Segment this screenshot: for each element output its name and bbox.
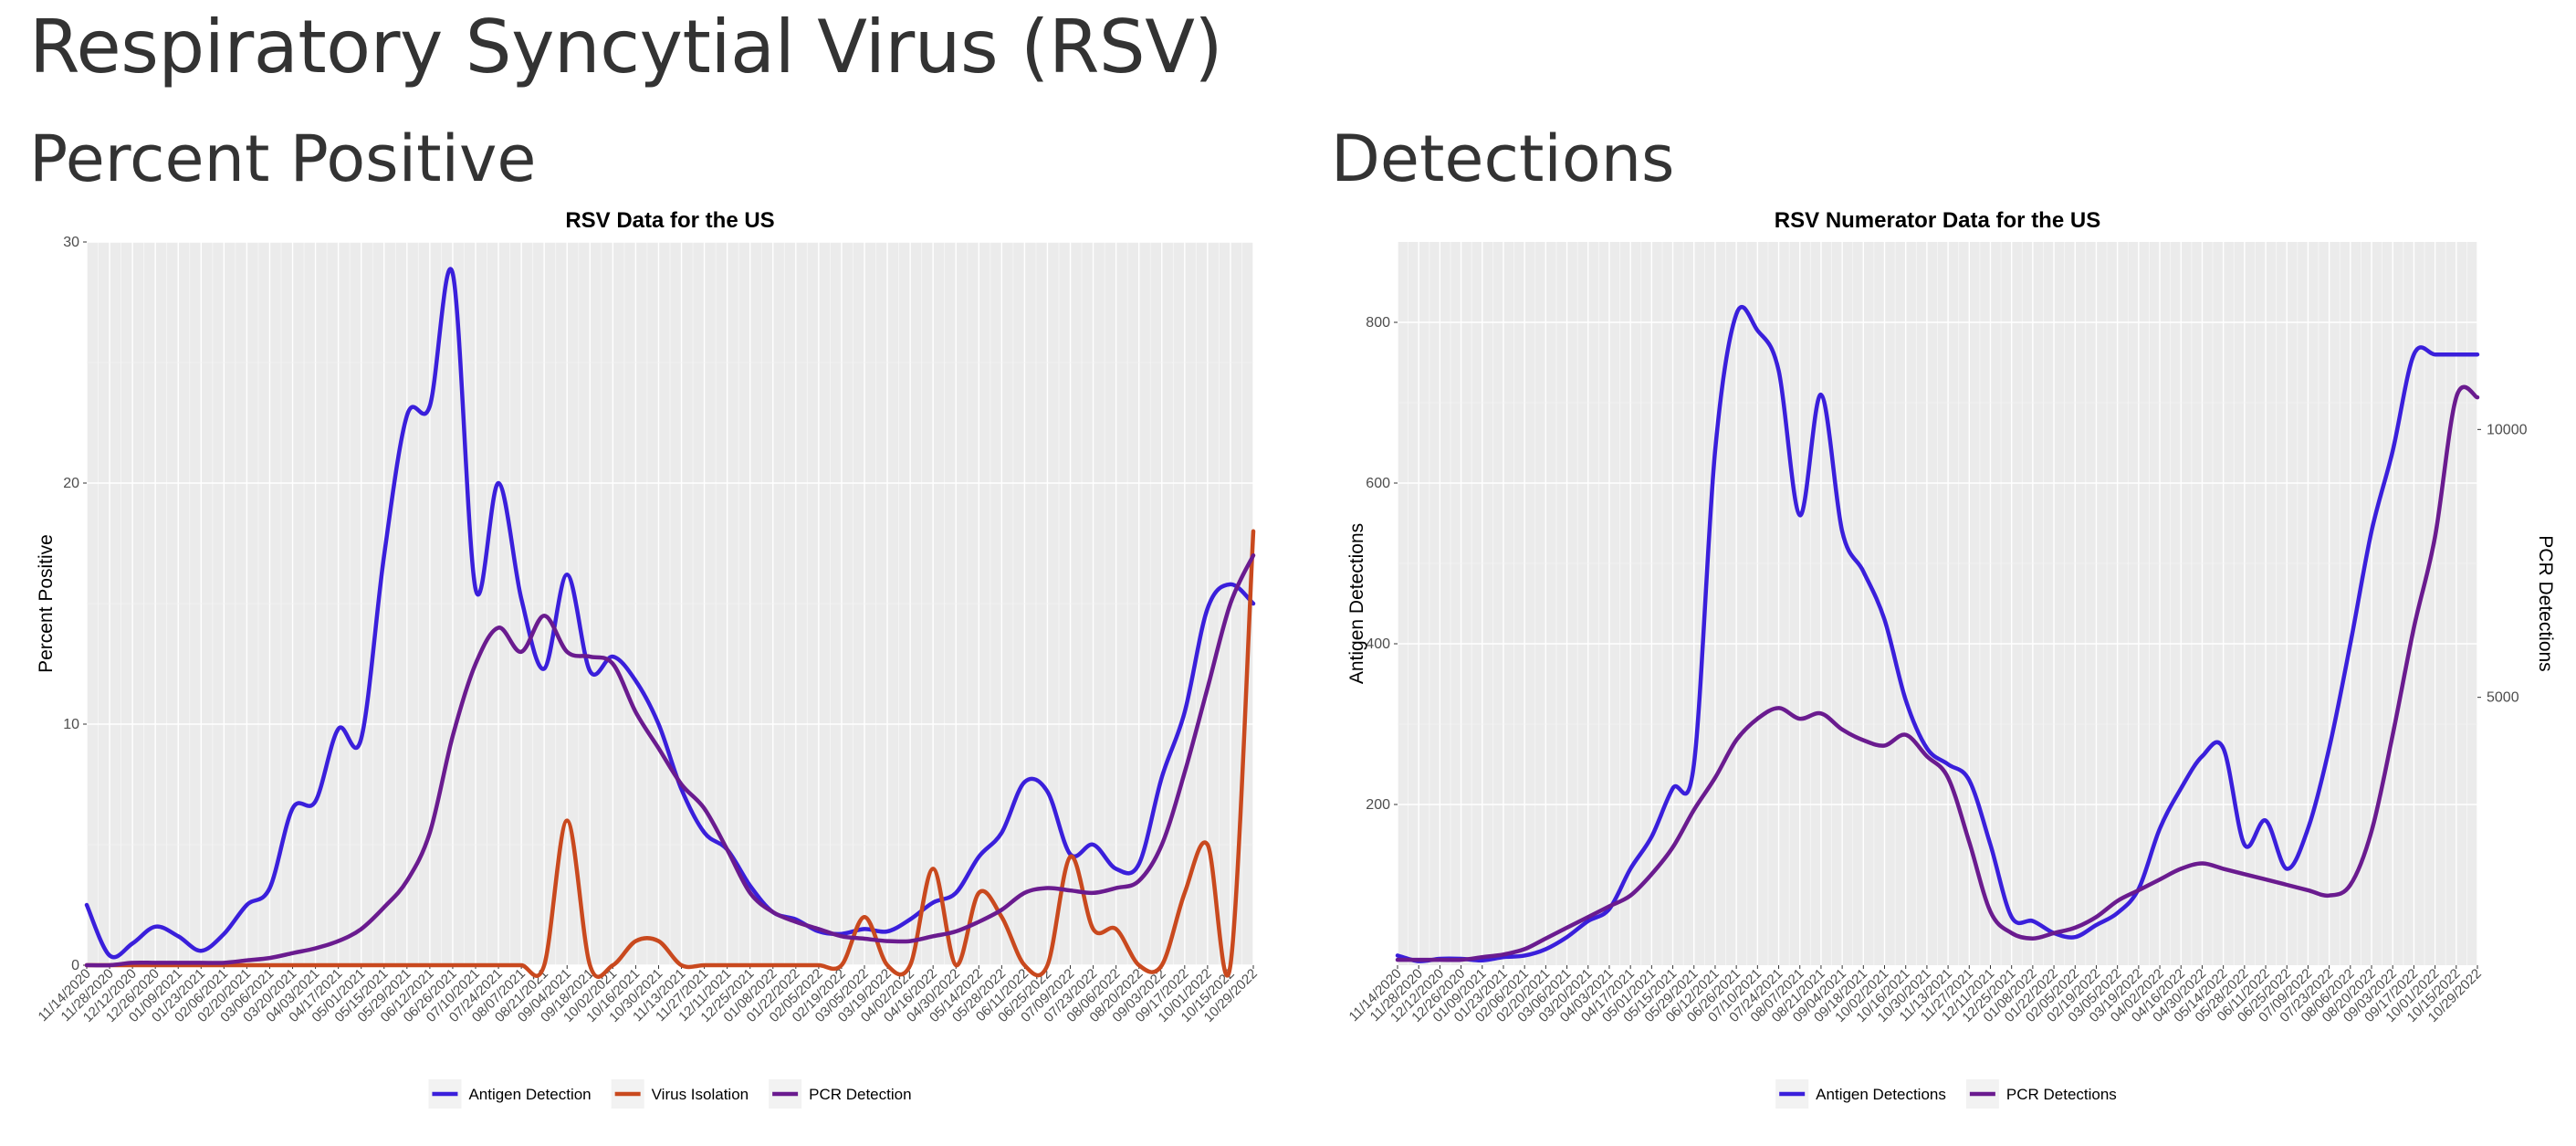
series-line <box>1395 305 2480 963</box>
detections-chart: 20040060080050001000011/14/202011/28/202… <box>1346 208 2556 1109</box>
y-tick-label: 800 <box>1366 315 1390 331</box>
y-tick-label: 0 <box>71 958 79 973</box>
series-line <box>84 552 1256 968</box>
legend-label: Antigen Detection <box>468 1086 591 1103</box>
chart-title: RSV Numerator Data for the US <box>1775 208 2100 233</box>
legend-label: Virus Isolation <box>652 1086 749 1103</box>
section-title-percent-positive: Percent Positive <box>29 121 537 196</box>
legend-label: PCR Detections <box>2006 1086 2117 1103</box>
y-tick-label: 600 <box>1366 476 1390 491</box>
series-line <box>1395 384 2480 962</box>
y-tick-label: 200 <box>1366 797 1390 813</box>
y-tick-label: 20 <box>63 476 79 491</box>
series-line <box>84 267 1256 960</box>
y-axis-title: Antigen Detections <box>1346 523 1367 684</box>
y2-tick-label: 5000 <box>2487 690 2519 706</box>
page-title: Respiratory Syncytial Virus (RSV) <box>29 5 1223 89</box>
section-title-detections: Detections <box>1331 121 1675 196</box>
y-tick-label: 10 <box>63 717 79 732</box>
chart-title: RSV Data for the US <box>565 208 774 233</box>
legend-label: Antigen Detections <box>1816 1086 1946 1103</box>
y2-axis-title: PCR Detections <box>2535 535 2556 671</box>
y-tick-label: 400 <box>1366 636 1390 652</box>
series-line <box>84 529 1256 980</box>
percent-positive-chart: 010203011/14/202011/28/202012/12/202012/… <box>36 208 1261 1109</box>
y2-tick-label: 10000 <box>2487 422 2528 437</box>
y-tick-label: 30 <box>63 235 79 250</box>
y-axis-title: Percent Positive <box>36 534 57 673</box>
legend-label: PCR Detection <box>809 1086 911 1103</box>
